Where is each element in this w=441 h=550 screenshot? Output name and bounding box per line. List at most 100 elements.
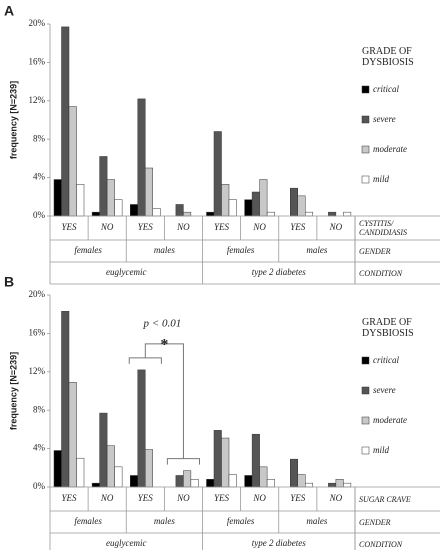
bar	[53, 450, 62, 488]
legend-swatch	[361, 115, 370, 124]
bar	[343, 211, 352, 217]
condition-label: type 2 diabetes	[252, 538, 306, 548]
bar	[61, 311, 70, 488]
gender-label: males	[154, 245, 175, 255]
legend-title: GRADE OF DYSBIOSIS	[362, 46, 414, 68]
bar	[99, 156, 108, 217]
bar	[106, 179, 115, 217]
gender-label: males	[154, 516, 175, 526]
bar	[206, 479, 215, 488]
bar	[53, 179, 62, 217]
legend-swatch	[361, 145, 370, 154]
legend-label: mild	[373, 174, 390, 184]
bar	[130, 475, 138, 488]
gender-label: males	[306, 516, 327, 526]
bar	[76, 457, 85, 488]
y-tick-label: 0%	[33, 481, 46, 491]
bar	[259, 466, 268, 488]
bar	[130, 204, 138, 217]
bar	[343, 482, 352, 488]
bracket	[128, 357, 162, 364]
bar	[152, 208, 161, 217]
row-label: GENDER	[359, 517, 391, 527]
bar	[244, 475, 253, 488]
bar	[228, 474, 237, 488]
x-tick-label: YES	[214, 493, 230, 503]
legend-label: severe	[373, 385, 396, 395]
gender-label: females	[227, 516, 255, 526]
bar	[68, 382, 77, 488]
significance-symbol: *	[160, 337, 168, 354]
x-tick-label: YES	[62, 493, 78, 503]
panel-label: A	[4, 3, 14, 19]
legend-label: mild	[373, 445, 390, 455]
legend-label: critical	[373, 355, 399, 365]
row-label: CONDITION	[359, 539, 403, 549]
y-tick-label: 12%	[29, 95, 46, 105]
x-tick-label: NO	[252, 493, 266, 503]
x-tick-label: NO	[100, 222, 114, 232]
condition-label: euglycemic	[106, 538, 146, 548]
bar	[91, 211, 100, 217]
gender-label: males	[306, 245, 327, 255]
bar	[175, 475, 184, 488]
x-tick-label: NO	[176, 493, 190, 503]
bar	[297, 195, 306, 217]
y-tick-label: 4%	[33, 443, 46, 453]
y-tick-label: 20%	[29, 289, 46, 299]
bar	[175, 204, 184, 217]
legend-swatch	[361, 446, 370, 455]
bar	[99, 412, 108, 488]
bar	[106, 445, 115, 488]
y-tick-label: 16%	[29, 56, 46, 66]
bar	[183, 470, 192, 488]
y-tick-label: 8%	[33, 404, 46, 414]
row-label: GENDER	[359, 246, 391, 256]
bar	[213, 430, 222, 488]
row-label: CONDITION	[359, 268, 403, 278]
bar	[145, 449, 153, 488]
panel-label: B	[4, 274, 14, 290]
legend-swatch	[361, 416, 370, 425]
y-tick-label: 4%	[33, 172, 46, 182]
bar	[228, 199, 237, 217]
x-tick-label: YES	[138, 222, 154, 232]
x-tick-label: YES	[138, 493, 154, 503]
bar	[259, 179, 268, 217]
legend-swatch	[361, 386, 370, 395]
bar	[213, 131, 222, 217]
row-label: CYSTITIS/ CANDIDIASIS	[359, 219, 407, 237]
y-tick-label: 12%	[29, 366, 46, 376]
legend-title: GRADE OF DYSBIOSIS	[362, 317, 414, 339]
bar	[114, 466, 123, 488]
bar	[305, 482, 313, 488]
bracket	[144, 343, 184, 459]
bar	[251, 433, 260, 488]
bar	[297, 474, 306, 488]
legend-swatch	[361, 85, 370, 94]
legend-swatch	[361, 356, 370, 365]
legend-label: moderate	[373, 144, 407, 154]
bar	[137, 98, 146, 217]
bar	[206, 211, 215, 217]
x-tick-label: NO	[329, 222, 343, 232]
bar	[137, 369, 146, 488]
legend-swatch	[361, 175, 370, 184]
y-tick-label: 16%	[29, 327, 46, 337]
bar	[328, 211, 337, 217]
bar	[190, 479, 199, 488]
legend-label: critical	[373, 84, 399, 94]
y-tick-label: 0%	[33, 210, 46, 220]
bar	[266, 479, 275, 488]
bar	[183, 211, 192, 217]
bar	[251, 191, 260, 217]
y-tick-label: 20%	[29, 18, 46, 28]
bracket	[166, 458, 200, 465]
x-tick-label: YES	[62, 222, 78, 232]
gender-label: females	[74, 516, 102, 526]
y-axis-label: frequency [N=239]	[8, 81, 18, 159]
legend-label: severe	[373, 114, 396, 124]
row-label: SUGAR CRAVE	[359, 494, 411, 504]
